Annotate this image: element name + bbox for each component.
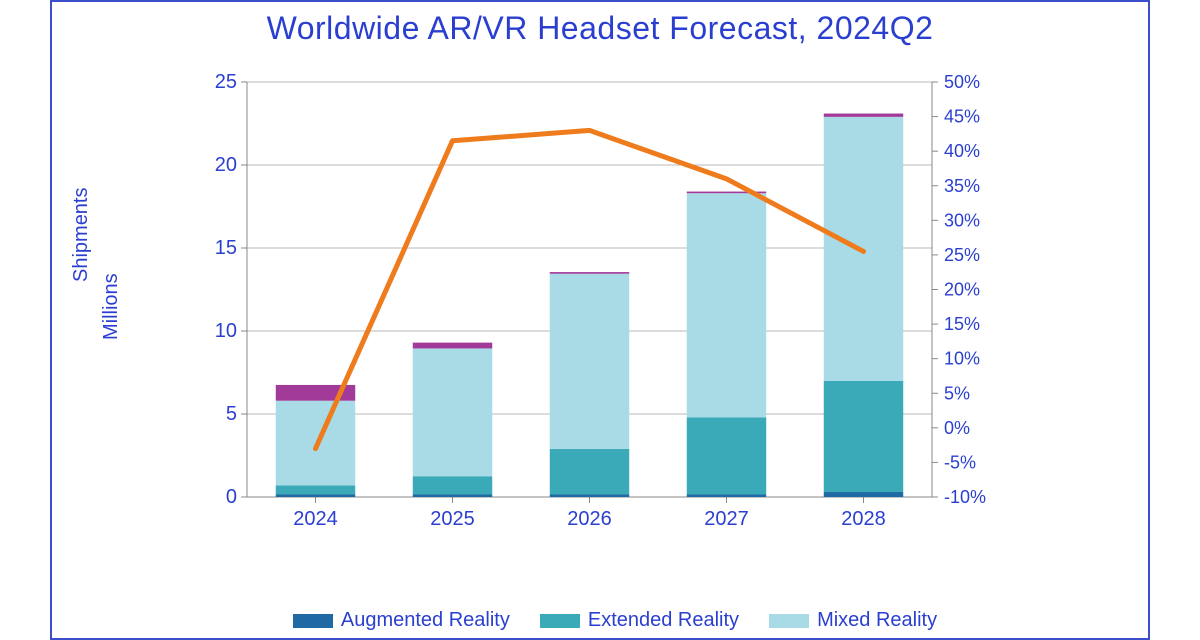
chart-frame: Worldwide AR/VR Headset Forecast, 2024Q2… <box>0 0 1200 640</box>
plot-area: 0510152025-10%-5%0%5%10%15%20%25%30%35%4… <box>192 72 992 542</box>
chart-card: Worldwide AR/VR Headset Forecast, 2024Q2… <box>50 0 1150 640</box>
bar-segment <box>550 495 629 497</box>
bar-segment <box>687 193 766 417</box>
legend-label: Mixed Reality <box>817 609 937 631</box>
svg-text:2028: 2028 <box>841 508 886 530</box>
chart-title: Worldwide AR/VR Headset Forecast, 2024Q2 <box>52 10 1148 47</box>
svg-text:5%: 5% <box>944 383 970 403</box>
legend-swatch <box>293 614 333 628</box>
bar-segment <box>824 492 903 497</box>
svg-text:2026: 2026 <box>567 508 612 530</box>
svg-text:5: 5 <box>226 403 237 425</box>
bar-segment <box>413 476 492 494</box>
bar-segment <box>413 343 492 349</box>
svg-text:0: 0 <box>226 486 237 508</box>
bar-segment <box>550 272 629 274</box>
legend: Augmented Reality Extended Reality Mixed R… <box>52 609 1148 632</box>
svg-text:2024: 2024 <box>293 508 338 530</box>
svg-text:2027: 2027 <box>704 508 749 530</box>
bar-segment <box>550 449 629 495</box>
bar-segment <box>276 485 355 494</box>
bar-segment <box>824 381 903 492</box>
bar-segment <box>550 274 629 449</box>
svg-text:-10%: -10% <box>944 487 986 507</box>
svg-text:20%: 20% <box>944 280 980 300</box>
svg-text:25%: 25% <box>944 245 980 265</box>
svg-text:-5%: -5% <box>944 452 976 472</box>
chart-svg: 0510152025-10%-5%0%5%10%15%20%25%30%35%4… <box>192 72 992 542</box>
svg-text:15%: 15% <box>944 314 980 334</box>
legend-swatch <box>540 614 580 628</box>
y-axis-sublabel: Millions <box>100 273 123 340</box>
svg-text:40%: 40% <box>944 141 980 161</box>
svg-text:0%: 0% <box>944 418 970 438</box>
svg-text:25: 25 <box>215 71 237 93</box>
svg-text:45%: 45% <box>944 107 980 127</box>
bar-segment <box>687 417 766 494</box>
y-axis-label: Shipments <box>70 188 93 283</box>
bar-segment <box>687 495 766 497</box>
legend-swatch <box>769 614 809 628</box>
bar-segment <box>824 114 903 117</box>
legend-label: Extended Reality <box>588 609 739 631</box>
svg-text:20: 20 <box>215 154 237 176</box>
svg-text:10%: 10% <box>944 349 980 369</box>
legend-label: Augmented Reality <box>341 609 510 631</box>
bar-segment <box>276 495 355 497</box>
svg-text:50%: 50% <box>944 72 980 92</box>
svg-text:10: 10 <box>215 320 237 342</box>
bar-segment <box>413 495 492 497</box>
svg-text:15: 15 <box>215 237 237 259</box>
svg-text:2025: 2025 <box>430 508 475 530</box>
svg-text:30%: 30% <box>944 210 980 230</box>
bar-segment <box>413 348 492 476</box>
svg-text:35%: 35% <box>944 176 980 196</box>
